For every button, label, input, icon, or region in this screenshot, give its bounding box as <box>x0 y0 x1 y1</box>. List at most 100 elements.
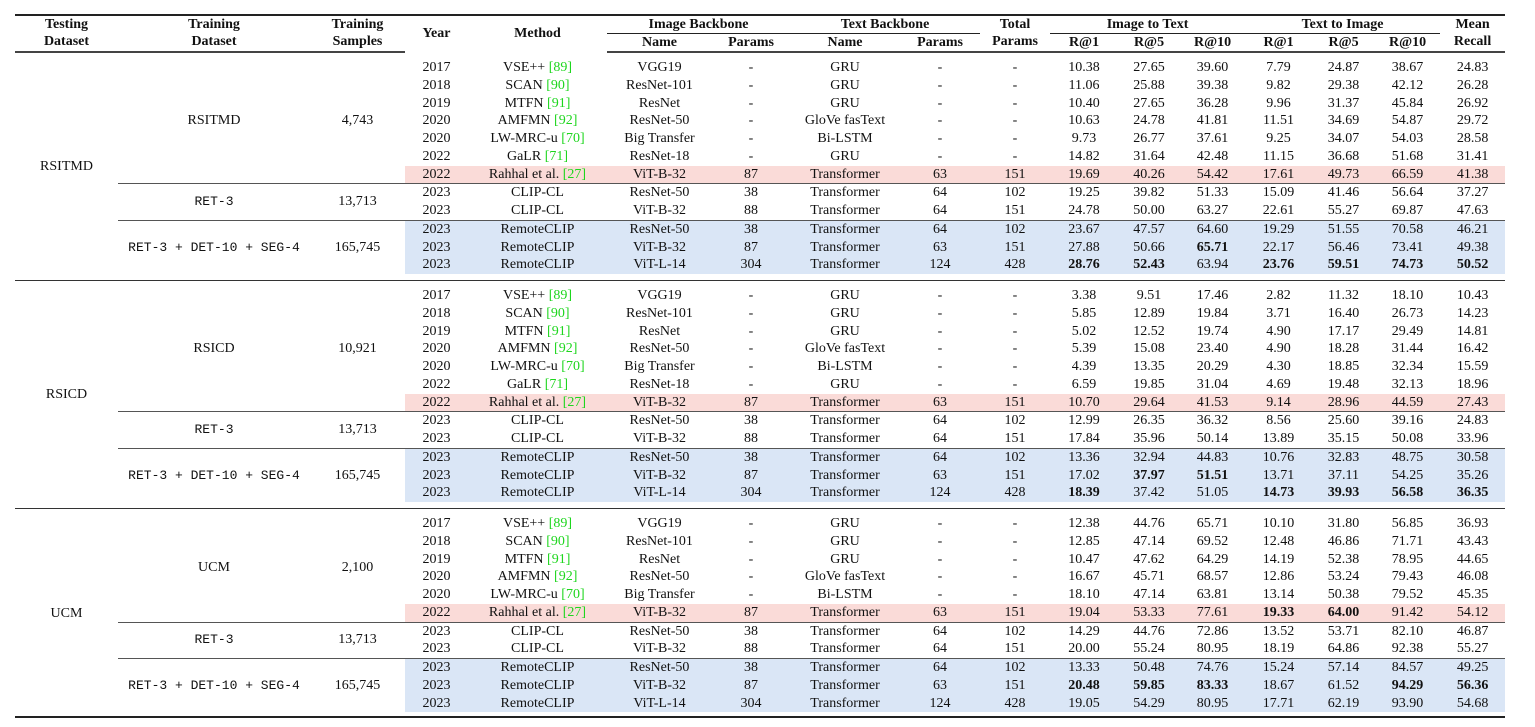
divider-line <box>15 280 1506 281</box>
table-row: RSICD RSICD 10,921 2017 VSE++ [89] VGG19 - GRU -… <box>15 287 1505 402</box>
citation-link[interactable]: [90] <box>546 77 570 93</box>
total-params: 151 <box>1004 431 1026 446</box>
image-params: - <box>748 533 754 549</box>
citation-link[interactable]: [27] <box>562 166 587 182</box>
total-params: - <box>1012 305 1018 321</box>
citation-link[interactable]: [27] <box>562 604 587 620</box>
t2i-r10: 79.52 <box>1391 587 1424 602</box>
citation-link[interactable]: [91] <box>547 95 571 111</box>
text-params: 64 <box>900 657 981 677</box>
table-row: 2022 GaLR [71] ResNet-18 - GRU - - 14.82 31.64 42… <box>15 148 1505 166</box>
citation-link[interactable]: [91] <box>547 551 571 567</box>
method: RemoteCLIP <box>468 694 607 713</box>
text-params: 64 <box>933 431 948 446</box>
i2t-r5: 50.48 <box>1118 657 1181 677</box>
t2i-r1: 14.19 <box>1262 551 1295 567</box>
header-text-backbone: Text Backbone <box>790 14 981 34</box>
t2i-r1: 18.67 <box>1245 676 1313 695</box>
training-samples: 2,100 <box>341 560 374 576</box>
table-row: 2020 LW-MRC-u [70] Big Transfer - Bi-LSTM - - 4… <box>15 358 1505 376</box>
image-params: - <box>748 359 754 374</box>
table-row: 2019 MTFN [91] ResNet - GRU - - 5.02 12.52 19.74 4… <box>15 323 1505 341</box>
t2i-r1: 10.76 <box>1245 447 1313 467</box>
citation-link[interactable]: [70] <box>561 359 585 374</box>
text-params: 64 <box>933 641 948 657</box>
citation-link[interactable]: [90] <box>546 305 570 321</box>
image-backbone: ViT-B-32 <box>607 238 712 257</box>
method: CLIP-CL <box>468 640 607 658</box>
citation-link[interactable]: [70] <box>561 131 585 146</box>
i2t-r10: 63.81 <box>1196 587 1229 602</box>
year: 2023 <box>422 641 451 657</box>
citation-link[interactable]: [92] <box>554 569 578 585</box>
t2i-r5: 52.38 <box>1327 551 1360 567</box>
image-backbone: ResNet-50 <box>629 113 690 129</box>
citation-link[interactable]: [89] <box>548 516 573 531</box>
t2i-r1: 15.24 <box>1245 657 1313 677</box>
citation-link[interactable]: [89] <box>548 288 573 303</box>
testing-dataset: RSITMD <box>40 158 93 174</box>
citation-link[interactable]: [71] <box>544 148 569 164</box>
image-backbone: ViT-L-14 <box>607 256 712 274</box>
method: AMFMN [92] <box>468 340 607 358</box>
method: RemoteCLIP <box>468 484 607 502</box>
i2t-r10: 65.71 <box>1196 516 1229 531</box>
citation-link[interactable]: [90] <box>546 533 570 549</box>
table-row: 2023 CLIP-CL ViT-B-32 88 Transformer 64 151 17.… <box>15 430 1505 448</box>
method-name: LW-MRC-u <box>490 587 558 602</box>
header-total-params: Total <box>980 14 1051 34</box>
image-params: 304 <box>712 256 791 274</box>
method: LW-MRC-u [70] <box>468 586 607 604</box>
citation-link[interactable]: [27] <box>562 394 587 410</box>
t2i-r5: 18.28 <box>1327 341 1360 357</box>
image-params: 38 <box>712 621 791 641</box>
text-backbone: GRU <box>830 77 860 93</box>
i2t-r1: 12.85 <box>1068 533 1100 549</box>
image-backbone: ResNet-50 <box>607 219 712 239</box>
table-row: 2023 RemoteCLIP ViT-L-14 304 Transformer 124 4… <box>15 256 1506 274</box>
total-params: 102 <box>980 447 1051 467</box>
i2t-r1: 10.38 <box>1068 60 1100 75</box>
image-backbone: ResNet-18 <box>629 376 690 392</box>
i2t-r10: 51.51 <box>1180 466 1246 485</box>
text-params: - <box>937 533 943 549</box>
method: RemoteCLIP <box>468 657 607 677</box>
method-name: LW-MRC-u <box>490 359 558 374</box>
i2t-r10: 20.29 <box>1196 359 1229 374</box>
citation-link[interactable]: [70] <box>561 587 585 602</box>
image-backbone: ViT-B-32 <box>632 431 687 446</box>
image-params: - <box>748 516 754 531</box>
image-params: - <box>748 95 754 111</box>
mean-recall: 18.96 <box>1456 376 1489 392</box>
total-params: - <box>1012 516 1018 531</box>
testing-dataset: UCM <box>50 605 83 621</box>
citation-link[interactable]: [89] <box>548 60 573 75</box>
t2i-r10: 45.84 <box>1391 95 1424 111</box>
i2t-r10: 77.61 <box>1180 603 1246 622</box>
i2t-r5: 45.71 <box>1133 569 1165 585</box>
total-params: 151 <box>1004 641 1026 657</box>
text-params: - <box>937 77 943 93</box>
text-params: - <box>937 516 943 531</box>
t2i-r5: 16.40 <box>1327 305 1360 321</box>
i2t-r1: 19.05 <box>1050 694 1119 713</box>
training-dataset: RET-3 <box>118 183 310 221</box>
i2t-r10: 63.94 <box>1180 256 1246 274</box>
year: 2020 <box>422 569 451 585</box>
table-row: 2019 MTFN [91] ResNet - GRU - - 10.40 27.65 36.28… <box>15 95 1505 113</box>
mean-recall: 46.87 <box>1440 621 1506 641</box>
table-row: 2022 Rahhal et al. [27] ViT-B-32 87 Transfor… <box>15 165 1506 184</box>
t2i-r10: 29.49 <box>1391 323 1424 339</box>
citation-link[interactable]: [71] <box>544 376 569 392</box>
header-image-params: Params <box>712 33 791 53</box>
citation-link[interactable]: [91] <box>547 323 571 339</box>
citation-link[interactable]: [92] <box>554 341 578 357</box>
year: 2022 <box>422 376 451 392</box>
table-row: RET-3 13,713 2023 CLIP-CL ResNet-50 38 Transfo… <box>15 621 1506 659</box>
citation-link[interactable]: [92] <box>554 113 578 129</box>
t2i-r5: 46.86 <box>1327 533 1360 549</box>
image-params: - <box>748 288 754 303</box>
training-dataset: UCM <box>198 560 230 576</box>
image-backbone: VGG19 <box>637 516 682 531</box>
table-bottom-rule <box>15 712 1506 719</box>
